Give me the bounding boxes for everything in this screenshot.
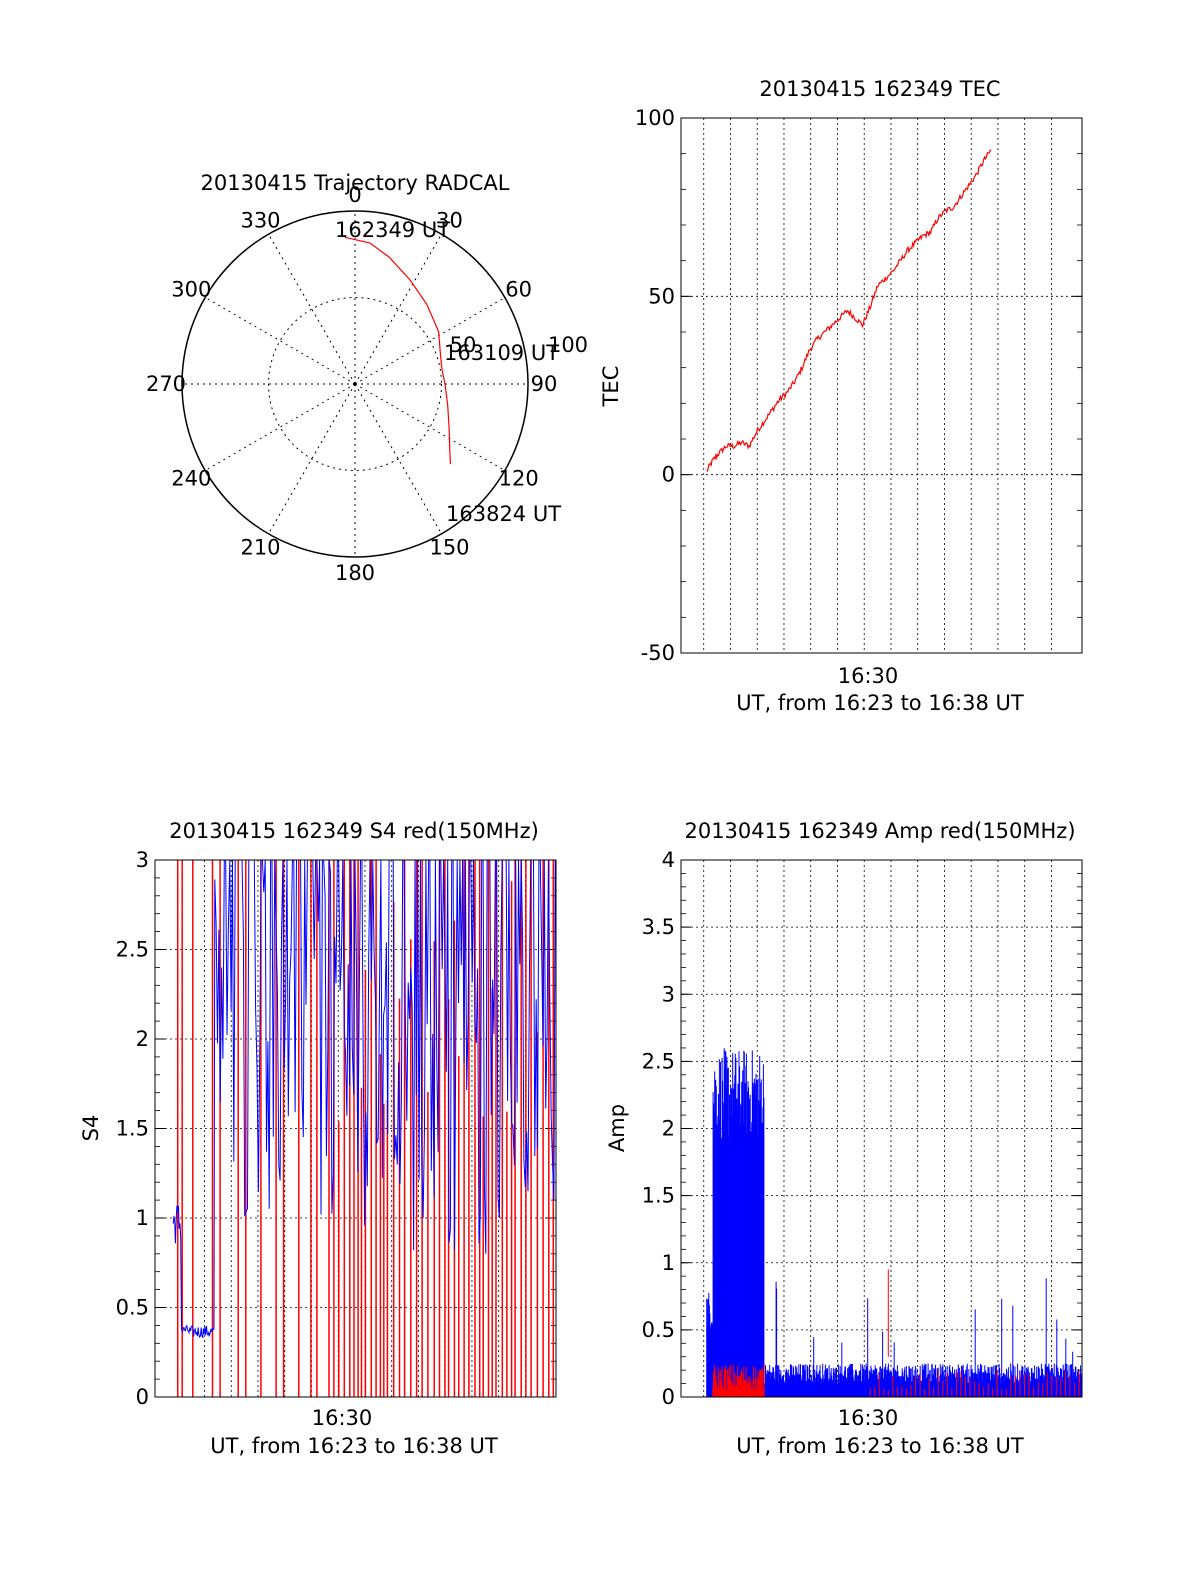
- polar-angle-label-30: 30: [436, 208, 463, 232]
- polar-angle-label-0: 0: [348, 183, 361, 207]
- polar-angle-label-120: 120: [499, 467, 539, 491]
- tec-line: [706, 149, 992, 473]
- ring-label-100: 100: [548, 333, 588, 357]
- polar-spoke-60: [354, 297, 506, 385]
- amp-xlabel: UT, from 16:23 to 16:38 UT: [736, 1434, 1024, 1458]
- s4-plot: 20130415 162349 S4 red(150MHz) 3 2.5 2 1.5 1…: [79, 819, 557, 1458]
- y-tick-label-2.5: 2.5: [642, 1049, 675, 1073]
- polar-angle-label-240: 240: [171, 467, 211, 491]
- s4-y-ticks: 3 2.5 2 1.5 1 0.5 0: [116, 848, 149, 1409]
- y-tick-label-50: 50: [648, 284, 675, 308]
- trajectory-start-label: 162349 UT: [335, 218, 450, 242]
- polar-spoke-30: [354, 233, 442, 385]
- y-tick-label-2: 2: [662, 1117, 675, 1141]
- s4-frame: [154, 859, 557, 1398]
- amp-x-tick: 16:30: [838, 1406, 899, 1430]
- tec-grid: [681, 117, 1082, 654]
- tec-y-ticks: 100 50 0 -50: [635, 106, 675, 665]
- amp-plot: 20130415 162349 Amp red(150MHz) 4 3.5 3 2.5…: [605, 819, 1083, 1458]
- polar-inner-ring: [268, 297, 442, 471]
- y-tick-label-0: 0: [136, 1385, 149, 1409]
- y-tick-label-0: 0: [662, 463, 675, 487]
- polar-angle-label-60: 60: [505, 278, 532, 302]
- s4-title: 20130415 162349 S4 red(150MHz): [169, 819, 539, 843]
- s4-blue-series: [172, 859, 556, 1339]
- trajectory-mid-label: 163109 UT: [444, 341, 559, 365]
- y-tick-label-0: 0: [662, 1385, 675, 1409]
- y-tick-label--50: -50: [641, 641, 675, 665]
- y-tick-label-3.5: 3.5: [642, 915, 675, 939]
- polar-angle-label-180: 180: [335, 561, 375, 585]
- polar-spoke-150: [354, 383, 442, 535]
- ring-label-50: 50: [450, 333, 477, 357]
- trajectory-plot: 20130415 Trajectory RADCAL 0 30 60 90 120 150…: [146, 171, 588, 585]
- tec-xlabel: UT, from 16:23 to 16:38 UT: [736, 691, 1024, 715]
- tec-ylabel: TEC: [599, 366, 623, 408]
- y-tick-label-0.5: 0.5: [642, 1318, 675, 1342]
- amp-y-ticks: 4 3.5 3 2.5 2 1.5 1 0.5 0: [642, 848, 675, 1409]
- trajectory-series: [344, 236, 451, 465]
- polar-spoke-210: [268, 383, 356, 535]
- y-tick-label-3: 3: [662, 982, 675, 1006]
- polar-angle-label-300: 300: [171, 278, 211, 302]
- y-tick-label-1: 1: [136, 1206, 149, 1230]
- polar-angle-label-270: 270: [146, 372, 186, 396]
- y-tick-label-4: 4: [662, 848, 675, 872]
- polar-angle-label-330: 330: [240, 208, 280, 232]
- s4-ylabel: S4: [79, 1115, 103, 1142]
- polar-angle-label-150: 150: [429, 536, 469, 560]
- s4-series: [172, 859, 556, 1397]
- amp-blue-series: [706, 1048, 1083, 1397]
- polar-angle-label-90: 90: [531, 372, 558, 396]
- s4-xlabel: UT, from 16:23 to 16:38 UT: [210, 1434, 498, 1458]
- polar-outer-ring: [181, 210, 529, 558]
- amp-title: 20130415 162349 Amp red(150MHz): [684, 819, 1075, 843]
- amp-red-series: [712, 1269, 1080, 1397]
- tec-series: [706, 149, 992, 473]
- polar-spoke-300: [204, 297, 356, 385]
- polar-spoke-120: [354, 383, 506, 471]
- amp-frame: [680, 859, 1083, 1398]
- amp-ylabel: Amp: [605, 1104, 629, 1152]
- amp-series: [706, 1048, 1083, 1397]
- y-tick-label-0.5: 0.5: [116, 1296, 149, 1320]
- y-tick-label-1.5: 1.5: [642, 1184, 675, 1208]
- y-tick-label-1: 1: [662, 1251, 675, 1275]
- trajectory-end-label: 163824 UT: [446, 502, 561, 526]
- y-tick-label-2.5: 2.5: [116, 938, 149, 962]
- y-tick-label-100: 100: [635, 106, 675, 130]
- tec-title: 20130415 162349 TEC: [759, 77, 1000, 101]
- s4-x-tick: 16:30: [312, 1406, 373, 1430]
- polar-angle-labels: 0 30 60 90 120 150 180 210 240 270 300 330: [146, 183, 557, 585]
- tec-plot: 20130415 162349 TEC 100 50 0 -50 16:30 UT, …: [599, 77, 1083, 715]
- polar-angle-label-210: 210: [240, 536, 280, 560]
- y-tick-label-2: 2: [136, 1027, 149, 1051]
- tec-frame: [680, 117, 1083, 654]
- tec-x-tick: 16:30: [838, 664, 899, 688]
- polar-spoke-240: [204, 383, 356, 471]
- trajectory-title: 20130415 Trajectory RADCAL: [201, 171, 510, 195]
- y-tick-label-3: 3: [136, 848, 149, 872]
- y-tick-label-1.5: 1.5: [116, 1117, 149, 1141]
- polar-spoke-330: [268, 233, 356, 385]
